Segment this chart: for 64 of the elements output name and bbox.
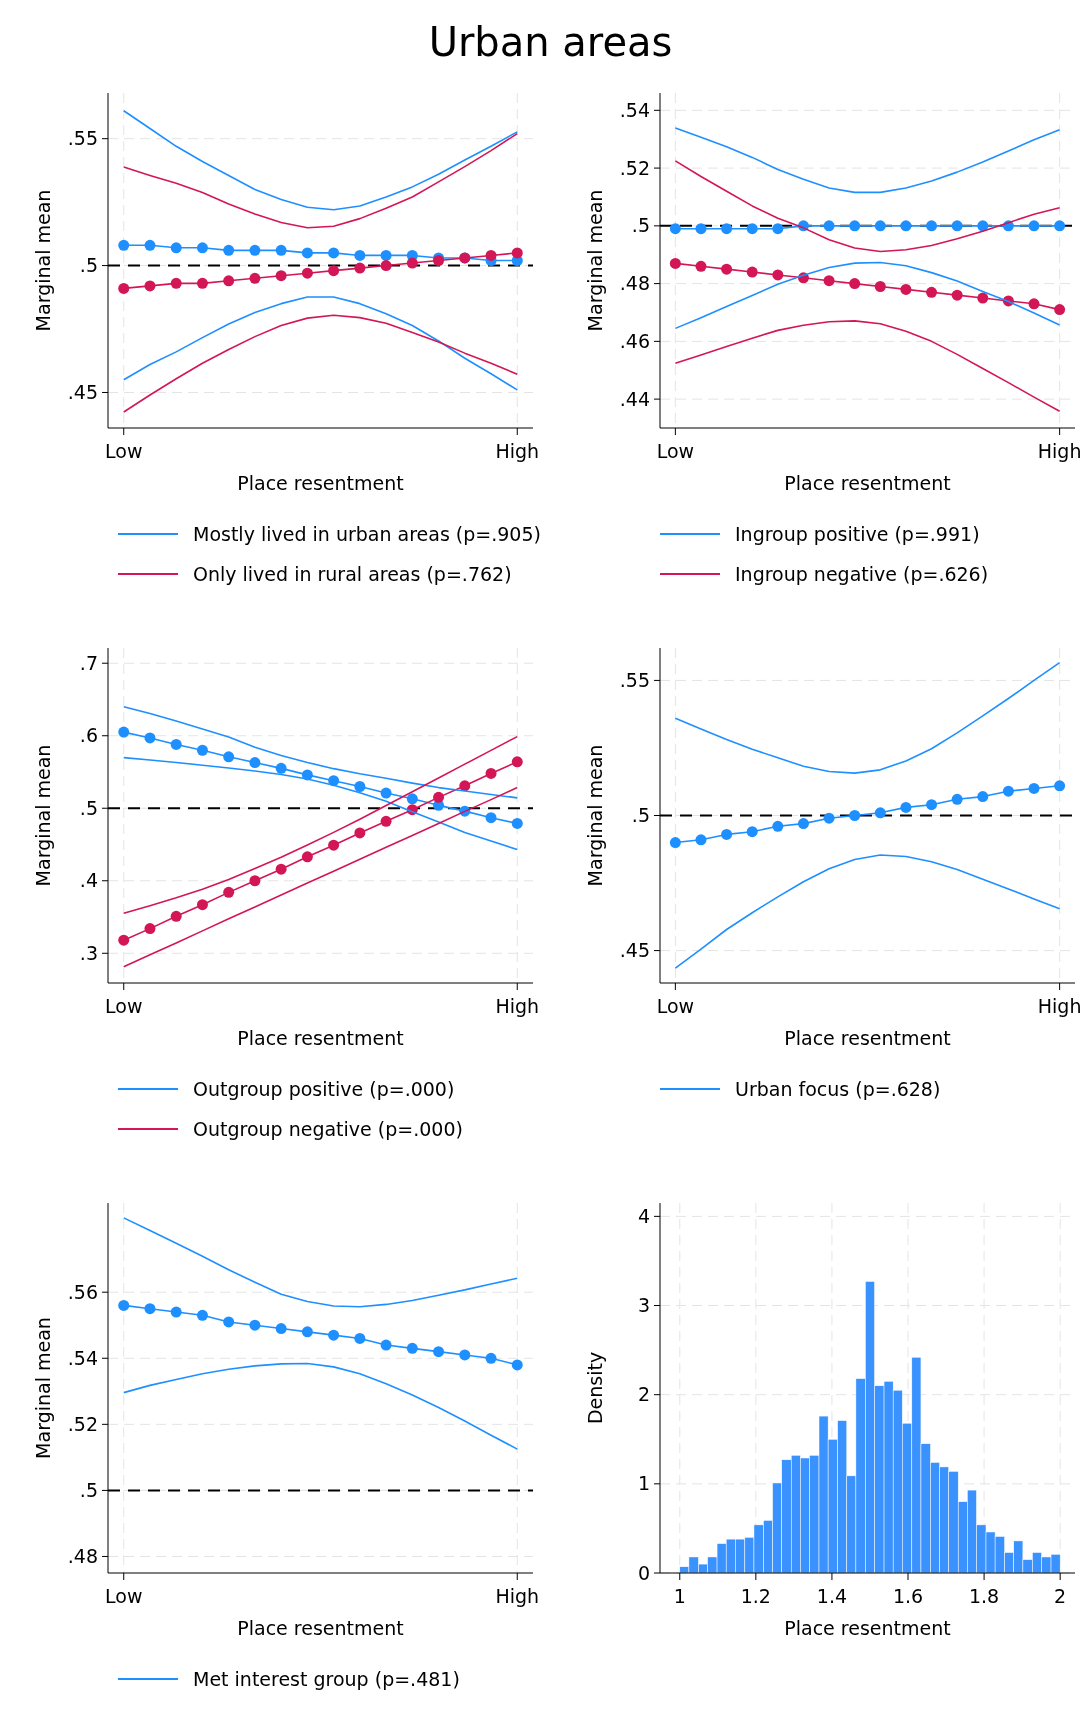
- y-tick-label: .5: [79, 254, 98, 277]
- x-tick-label: 1.8: [968, 1585, 1000, 1607]
- x-tick-label: High: [495, 440, 540, 462]
- x-axis-title: Place resentment: [784, 472, 951, 494]
- x-tick-label: High: [1037, 440, 1082, 462]
- y-axis-title: Density: [584, 1351, 606, 1425]
- y-tick-label: .5: [631, 804, 650, 827]
- y-tick-label: 3: [637, 1294, 650, 1317]
- y-tick-label: .5: [79, 1479, 98, 1502]
- x-axis-title: Place resentment: [237, 1617, 404, 1639]
- y-tick-label: 0: [637, 1561, 650, 1584]
- x-tick-label: Low: [656, 440, 695, 462]
- y-tick-label: .45: [67, 381, 98, 404]
- x-tick-label: Low: [105, 995, 143, 1017]
- y-axis-title: Marginal mean: [32, 744, 54, 887]
- y-tick-label: 2: [637, 1383, 650, 1406]
- x-tick-label: High: [495, 995, 540, 1017]
- y-tick-label: .52: [619, 156, 650, 179]
- legend-label: Mostly lived in urban areas (p=.905): [193, 522, 541, 545]
- y-axis-title: Marginal mean: [584, 189, 606, 332]
- y-tick-label: .48: [67, 1545, 98, 1568]
- x-tick-label: Low: [105, 440, 143, 462]
- y-tick-label: .55: [619, 669, 650, 692]
- y-tick-label: .45: [619, 939, 650, 962]
- legend-label: Ingroup positive (p=.991): [735, 522, 980, 545]
- y-tick-label: .54: [619, 98, 650, 121]
- y-tick-label: .4: [79, 869, 98, 892]
- x-tick-label: Low: [656, 995, 695, 1017]
- x-tick-label: 1: [673, 1585, 686, 1607]
- y-tick-label: .6: [79, 724, 98, 747]
- y-axis-title: Marginal mean: [32, 189, 54, 332]
- y-tick-label: .48: [619, 272, 650, 295]
- y-axis-title: Marginal mean: [584, 744, 606, 887]
- y-tick-label: .3: [79, 941, 98, 964]
- x-tick-label: Low: [105, 1585, 143, 1607]
- x-tick-label: 1.4: [816, 1585, 848, 1607]
- x-tick-label: High: [495, 1585, 540, 1607]
- y-tick-label: .46: [619, 330, 650, 353]
- legend-label: Met interest group (p=.481): [193, 1667, 460, 1690]
- y-tick-label: .56: [67, 1280, 98, 1303]
- y-tick-label: .44: [619, 387, 650, 410]
- x-axis-title: Place resentment: [784, 1617, 951, 1639]
- legend-label: Outgroup positive (p=.000): [193, 1077, 455, 1100]
- y-tick-label: .55: [67, 127, 98, 150]
- legend-label: Only lived in rural areas (p=.762): [193, 562, 512, 585]
- x-tick-label: 2: [1054, 1585, 1067, 1607]
- legend-label: Ingroup negative (p=.626): [735, 562, 989, 585]
- y-tick-label: .52: [67, 1412, 98, 1435]
- x-tick-label: High: [1037, 995, 1082, 1017]
- y-tick-label: 1: [637, 1472, 650, 1495]
- y-tick-label: .7: [79, 651, 98, 674]
- legend-label: Outgroup negative (p=.000): [193, 1117, 463, 1140]
- x-tick-label: 1.2: [740, 1585, 771, 1607]
- y-tick-label: .5: [631, 214, 650, 237]
- x-axis-title: Place resentment: [237, 1027, 404, 1049]
- x-axis-title: Place resentment: [784, 1027, 951, 1049]
- y-tick-label: .54: [67, 1346, 98, 1369]
- y-tick-label: .5: [79, 796, 98, 819]
- y-axis-title: Marginal mean: [32, 1317, 54, 1459]
- chart-title: Urban areas: [428, 19, 673, 65]
- x-axis-title: Place resentment: [237, 472, 404, 494]
- y-tick-label: 4: [637, 1205, 650, 1228]
- legend-label: Urban focus (p=.628): [735, 1077, 941, 1100]
- x-tick-label: 1.6: [892, 1585, 924, 1607]
